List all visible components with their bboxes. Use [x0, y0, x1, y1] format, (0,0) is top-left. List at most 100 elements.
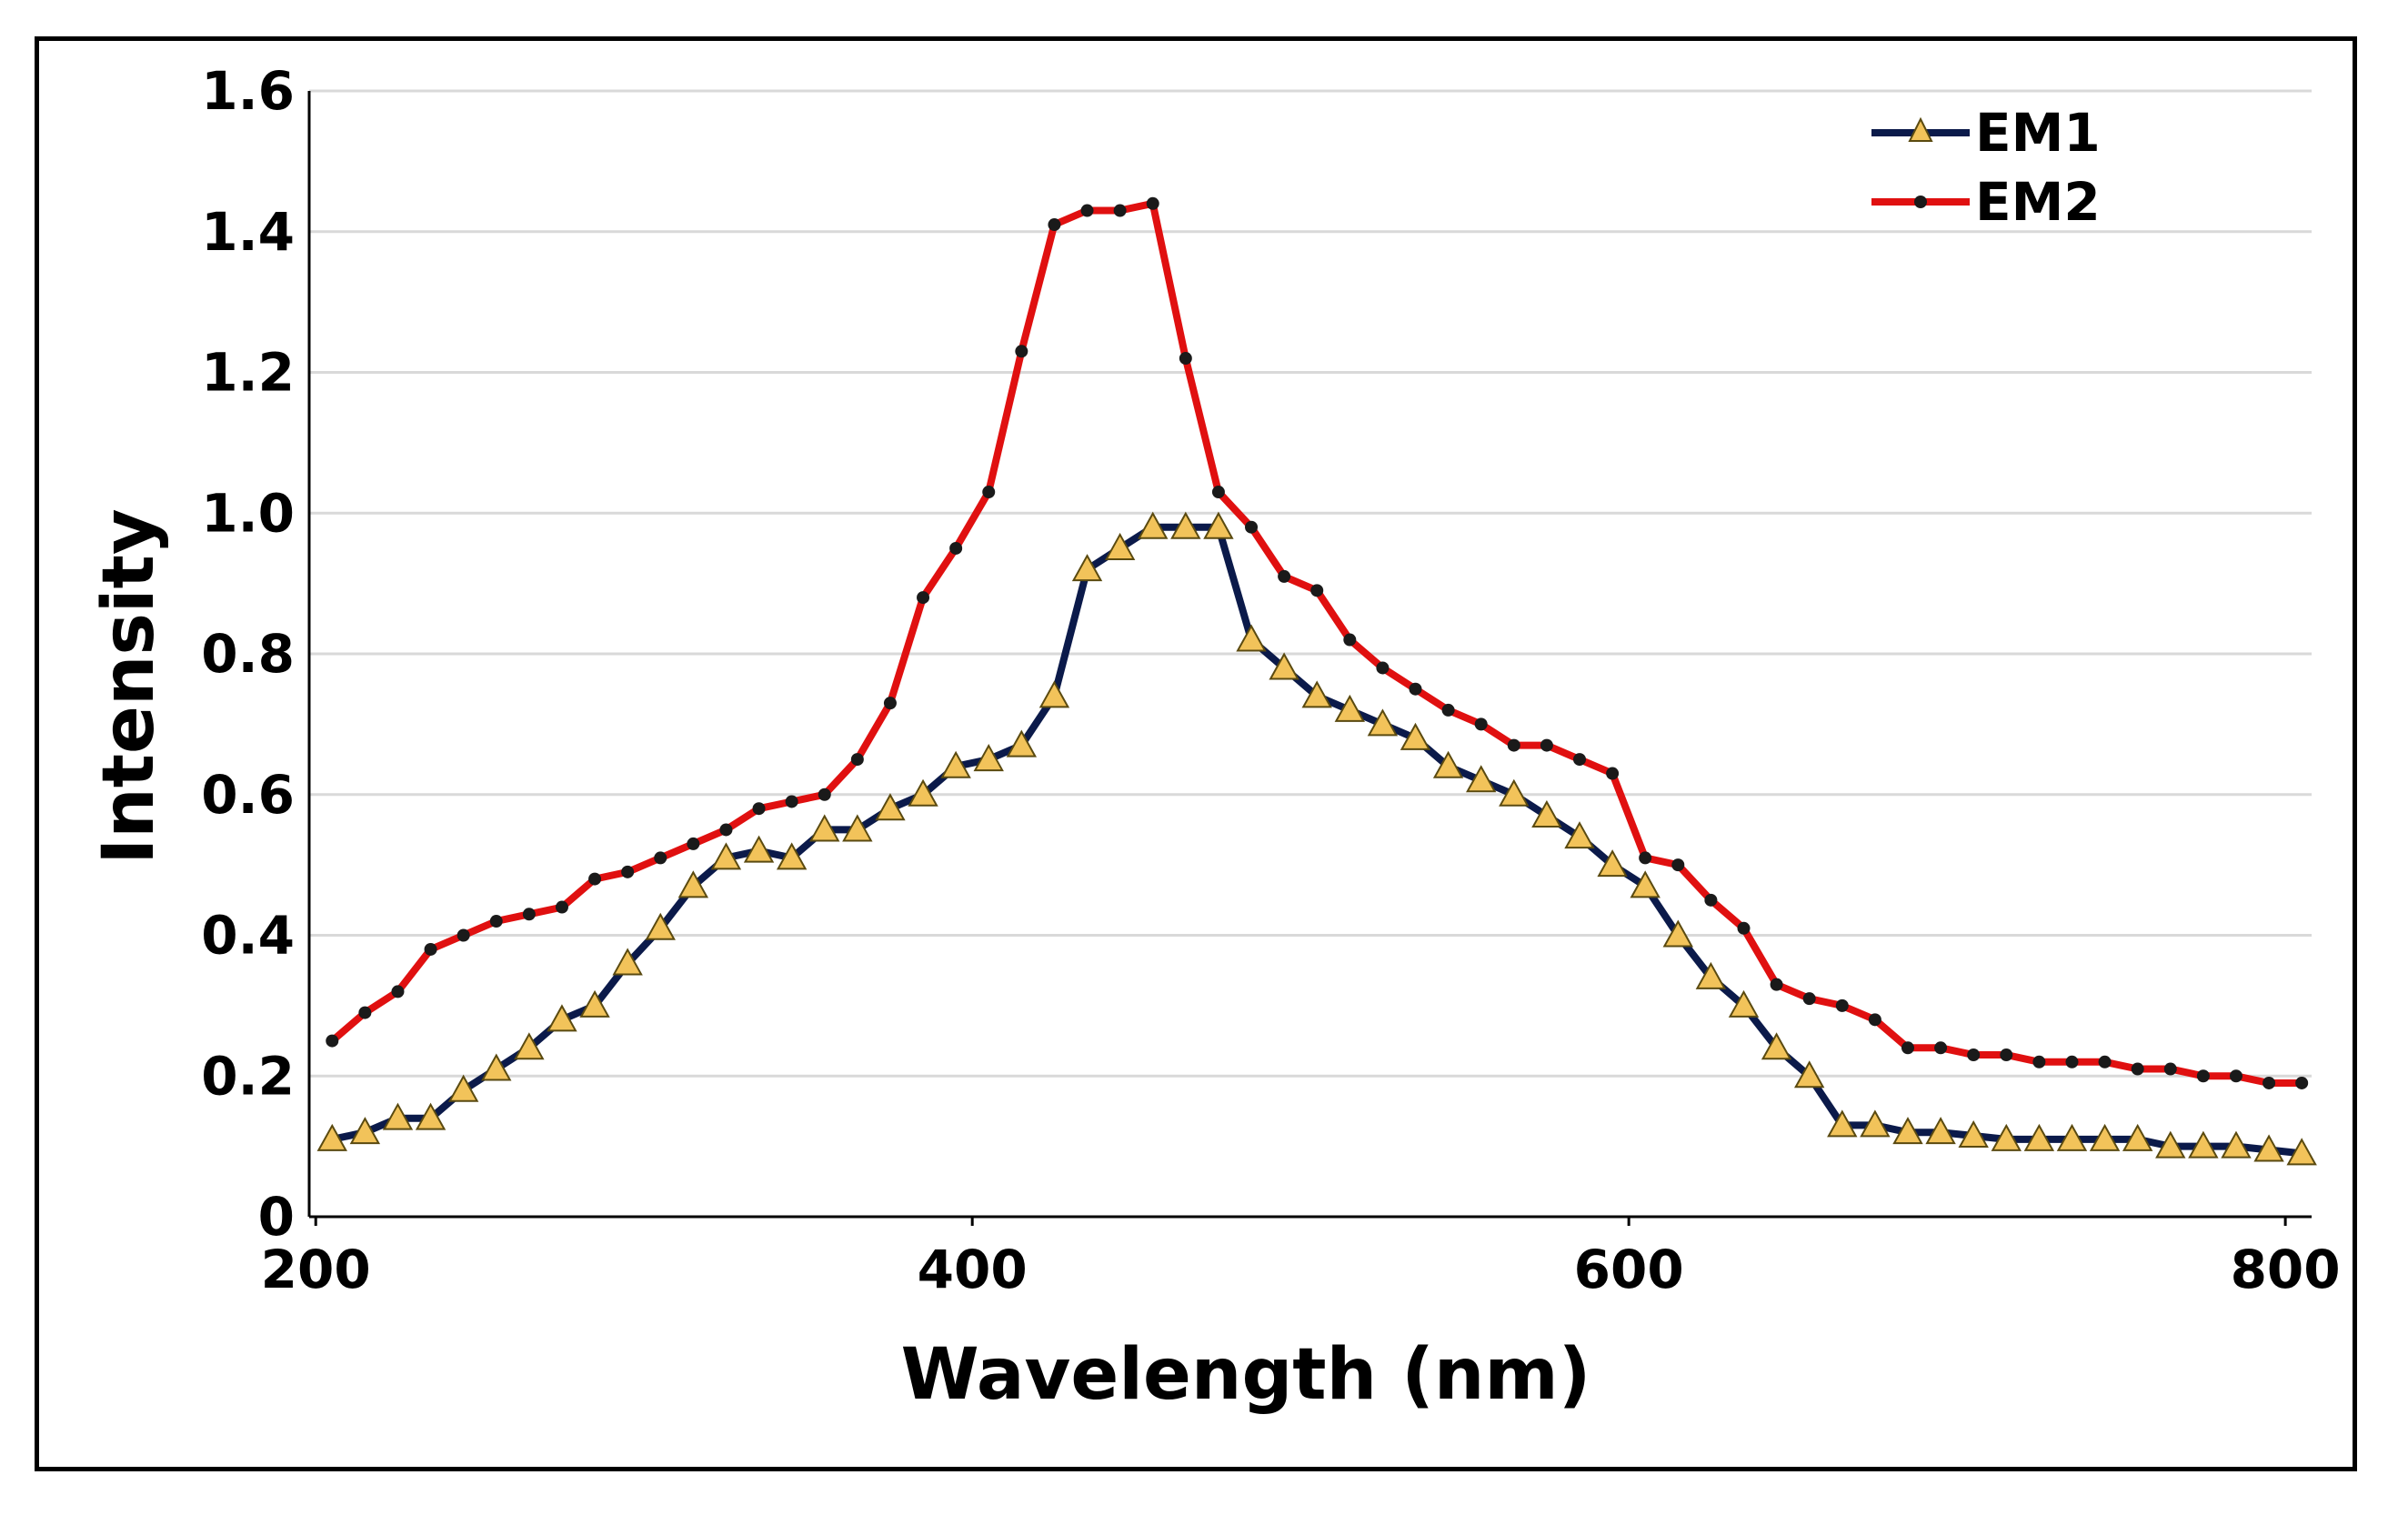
- data-point-em1: [1793, 1060, 1825, 1089]
- data-point-em2: [457, 928, 470, 942]
- data-point-em2: [1573, 753, 1587, 767]
- data-point-em2: [1310, 584, 1324, 597]
- data-point-em2: [1409, 682, 1422, 696]
- data-point-em1: [1499, 778, 1530, 807]
- data-point-em2: [2032, 1055, 2046, 1069]
- y-axis-title: Intensity: [88, 508, 170, 865]
- tick-label-layer: 0 0.2 0.4 0.6 0.8 1.0 1.2 1.4 1.6 200 400 600 800: [201, 60, 2340, 1300]
- data-point-em2: [2163, 1062, 2177, 1076]
- data-point-em2: [1474, 717, 1488, 731]
- axis-layer: [307, 91, 2312, 1219]
- data-point-em2: [1343, 633, 1357, 647]
- data-point-em1: [2122, 1123, 2153, 1151]
- data-point-em2: [2295, 1076, 2309, 1089]
- figure-frame: [35, 36, 2357, 1471]
- data-point-em2: [588, 872, 602, 886]
- data-point-em2: [1048, 218, 1061, 232]
- data-point-em1: [1071, 554, 1103, 582]
- data-point-em2: [1113, 204, 1127, 217]
- data-point-em2: [1802, 992, 1816, 1006]
- data-point-em1: [1038, 680, 1070, 708]
- data-point-em2: [1507, 738, 1520, 752]
- data-point-em1: [645, 912, 676, 940]
- data-point-em1: [579, 989, 610, 1018]
- data-point-em2: [1967, 1048, 1981, 1062]
- data-point-em1: [2056, 1123, 2088, 1151]
- legend-entry-em1: EM1: [1871, 102, 2101, 164]
- data-point-em2: [1245, 520, 1259, 534]
- x-axis-title: Wavelength (nm): [901, 1334, 1591, 1416]
- data-point-em1: [1925, 1117, 1956, 1145]
- data-point-em2: [1278, 569, 1291, 583]
- y-tick-label: 1.2: [201, 342, 295, 404]
- data-point-em2: [1770, 978, 1783, 991]
- data-point-em1: [1334, 694, 1366, 722]
- data-point-em1: [1170, 511, 1201, 539]
- data-point-em2: [850, 753, 864, 767]
- data-point-em2: [687, 837, 700, 850]
- data-point-em2: [2000, 1048, 2013, 1062]
- data-point-em1: [1827, 1109, 1858, 1138]
- y-tick-label: 0.4: [201, 905, 295, 967]
- x-tick-label: 400: [918, 1239, 1028, 1300]
- data-point-em1: [547, 1004, 577, 1032]
- data-point-em2: [424, 942, 437, 956]
- data-point-em1: [1236, 624, 1267, 652]
- data-point-em1: [1138, 511, 1169, 539]
- data-point-em1: [710, 842, 742, 870]
- data-point-em2: [818, 788, 831, 801]
- data-point-em2: [2065, 1055, 2079, 1069]
- data-point-em2: [1934, 1041, 1948, 1055]
- data-point-em1: [1892, 1117, 1923, 1145]
- data-point-em2: [1376, 661, 1390, 675]
- data-point-em1: [1301, 680, 1332, 708]
- series-layer: [316, 196, 2317, 1166]
- data-point-em1: [316, 1123, 347, 1151]
- data-point-em1: [1761, 1032, 1792, 1060]
- y-tick-label: 0.6: [201, 764, 295, 826]
- data-point-em1: [2253, 1134, 2284, 1162]
- data-point-em1: [2188, 1130, 2219, 1159]
- data-point-em1: [1695, 961, 1727, 989]
- data-point-em2: [1704, 893, 1718, 907]
- data-point-em1: [1662, 919, 1694, 948]
- data-point-em2: [982, 486, 996, 499]
- data-point-em2: [326, 1034, 339, 1048]
- data-point-em1: [1203, 511, 1234, 539]
- data-point-em2: [883, 697, 897, 710]
- data-point-em1: [612, 948, 643, 976]
- data-point-em2: [391, 985, 405, 998]
- legend-em2-label: EM2: [1975, 171, 2101, 233]
- data-point-em1: [809, 814, 840, 842]
- data-point-em2: [719, 823, 733, 837]
- data-point-em2: [1606, 767, 1620, 780]
- data-point-em1: [908, 778, 938, 807]
- data-point-em1: [842, 814, 873, 842]
- data-point-em2: [752, 802, 766, 816]
- data-point-em2: [2131, 1062, 2144, 1076]
- data-point-em1: [349, 1117, 381, 1145]
- legend-em1-marker: [1908, 116, 1933, 142]
- data-point-em2: [358, 1006, 372, 1019]
- data-point-em1: [973, 744, 1004, 772]
- data-point-em2: [1441, 703, 1455, 717]
- data-point-em1: [1991, 1123, 2022, 1151]
- data-point-em2: [555, 900, 568, 914]
- data-point-em2: [2196, 1069, 2210, 1083]
- y-tick-label: 1.4: [201, 201, 295, 263]
- data-point-em2: [1015, 345, 1028, 358]
- y-tick-label: 1.6: [201, 60, 295, 122]
- data-point-em2: [2263, 1076, 2276, 1089]
- data-point-em2: [1639, 851, 1652, 865]
- y-tick-label: 0: [258, 1186, 295, 1248]
- legend-em2-marker: [1914, 196, 1927, 208]
- grid-layer: [309, 89, 2312, 1078]
- data-point-em1: [2155, 1130, 2186, 1159]
- legend-entry-em2: EM2: [1871, 171, 2101, 233]
- y-tick-label: 0.2: [201, 1045, 295, 1107]
- data-point-em1: [1958, 1119, 1989, 1149]
- data-point-em1: [1564, 821, 1595, 849]
- data-point-em1: [677, 870, 709, 898]
- data-point-em2: [1179, 352, 1192, 366]
- data-point-em1: [1269, 652, 1299, 680]
